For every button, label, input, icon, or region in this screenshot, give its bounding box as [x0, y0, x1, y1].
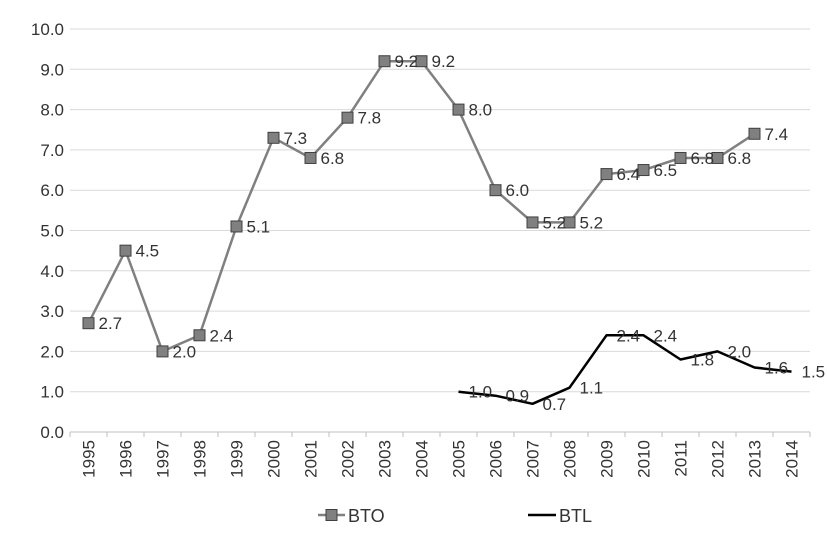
- data-label-bto: 5.2: [580, 213, 604, 232]
- y-tick-label: 8.0: [40, 101, 64, 120]
- legend-label-bto: BTO: [348, 506, 385, 526]
- data-point-bto: [637, 164, 650, 177]
- data-label-btl: 2.4: [617, 326, 641, 345]
- x-tick-label: 2014: [783, 440, 802, 478]
- axes: 0.0 1.0 2.0 3.0 4.0 5.0 6.0 7.0 8.0 9.0 10.0 1995 19…: [31, 20, 811, 478]
- data-point-bto: [378, 55, 391, 68]
- data-label-bto: 9.2: [395, 52, 419, 71]
- y-tick-label: 9.0: [40, 60, 64, 79]
- legend-marker-bto: [325, 509, 338, 521]
- data-label-btl: 1.8: [691, 350, 715, 369]
- data-point-bto: [674, 151, 687, 164]
- data-label-bto: 2.7: [99, 314, 123, 333]
- x-tick-label: 2012: [709, 440, 728, 478]
- legend-label-btl: BTL: [559, 506, 592, 526]
- data-point-bto: [82, 317, 95, 330]
- data-label-bto: 5.2: [543, 213, 567, 232]
- x-tick-label: 2009: [598, 440, 617, 478]
- data-label-btl: 1.1: [580, 379, 604, 398]
- x-tick-label: 1999: [228, 440, 247, 478]
- x-tick-label: 2008: [561, 440, 580, 478]
- x-tick-label: 2005: [450, 440, 469, 478]
- data-point-bto: [452, 103, 465, 116]
- x-tick-label: 2013: [746, 440, 765, 478]
- data-labels: 2.7 4.5 2.0 2.4 5.1 7.3 6.8 7.8 9.2 9.2 8.0 6.0 5.2 5…: [99, 52, 826, 414]
- x-tick-label: 2004: [413, 440, 432, 478]
- data-point-bto: [489, 184, 502, 197]
- data-point-bto: [230, 220, 243, 233]
- data-point-bto: [563, 216, 576, 229]
- y-tick-label: 10.0: [31, 20, 64, 39]
- data-point-bto: [415, 55, 428, 68]
- data-label-btl: 1.0: [469, 383, 493, 402]
- data-label-btl: 0.9: [506, 387, 530, 406]
- x-tick-label: 2010: [635, 440, 654, 478]
- data-point-bto: [119, 244, 132, 257]
- x-tick-label: 1996: [117, 440, 136, 478]
- x-tick-label: 2002: [339, 440, 358, 478]
- series: [82, 55, 792, 406]
- x-tick-label: 2003: [376, 440, 395, 478]
- data-point-bto: [526, 216, 539, 229]
- x-tick-label: 2007: [524, 440, 543, 478]
- data-label-btl: 1.5: [802, 363, 826, 382]
- data-label-bto: 6.0: [506, 181, 530, 200]
- data-point-bto: [193, 329, 206, 342]
- y-tick-label: 3.0: [40, 302, 64, 321]
- data-label-bto: 8.0: [469, 101, 493, 120]
- x-tick-label: 1997: [154, 440, 173, 478]
- data-label-bto: 5.1: [247, 217, 271, 236]
- data-label-bto: 7.3: [284, 129, 308, 148]
- x-tick-label: 1995: [80, 440, 99, 478]
- data-label-btl: 2.4: [654, 326, 678, 345]
- x-tick-label: 2000: [265, 440, 284, 478]
- data-label-bto: 2.0: [173, 342, 197, 361]
- data-point-bto: [748, 127, 761, 140]
- data-label-bto: 6.8: [728, 149, 752, 168]
- y-tick-label: 7.0: [40, 141, 64, 160]
- data-label-btl: 1.6: [765, 359, 789, 378]
- data-point-bto: [267, 131, 280, 144]
- data-point-bto: [304, 151, 317, 164]
- data-label-bto: 7.4: [765, 125, 789, 144]
- gridlines: [70, 28, 810, 393]
- data-point-bto: [341, 111, 354, 124]
- series-line-btl: [458, 334, 792, 406]
- x-tick-label: 2011: [672, 440, 691, 477]
- data-label-btl: 0.7: [543, 395, 567, 414]
- y-tick-label: 0.0: [40, 423, 64, 442]
- data-label-bto: 6.8: [321, 149, 345, 168]
- data-label-bto: 7.8: [358, 109, 382, 128]
- data-label-bto: 6.4: [617, 165, 641, 184]
- data-point-bto: [711, 151, 724, 164]
- data-point-bto: [156, 345, 169, 358]
- data-label-bto: 4.5: [136, 242, 160, 261]
- data-label-bto: 2.4: [210, 326, 234, 345]
- y-tick-label: 1.0: [40, 383, 64, 402]
- y-tick-label: 4.0: [40, 262, 64, 281]
- x-tick-label: 2001: [302, 440, 321, 478]
- data-label-bto: 6.5: [654, 161, 678, 180]
- y-tick-label: 5.0: [40, 222, 64, 241]
- data-label-btl: 2.0: [728, 342, 752, 361]
- data-label-bto: 6.8: [691, 149, 715, 168]
- x-tick-label: 1998: [191, 440, 210, 478]
- y-tick-label: 6.0: [40, 181, 64, 200]
- y-tick-label: 2.0: [40, 342, 64, 361]
- x-tick-label: 2006: [487, 440, 506, 478]
- data-label-bto: 9.2: [432, 52, 456, 71]
- legend: BTO BTL: [318, 506, 592, 526]
- data-point-bto: [600, 168, 613, 181]
